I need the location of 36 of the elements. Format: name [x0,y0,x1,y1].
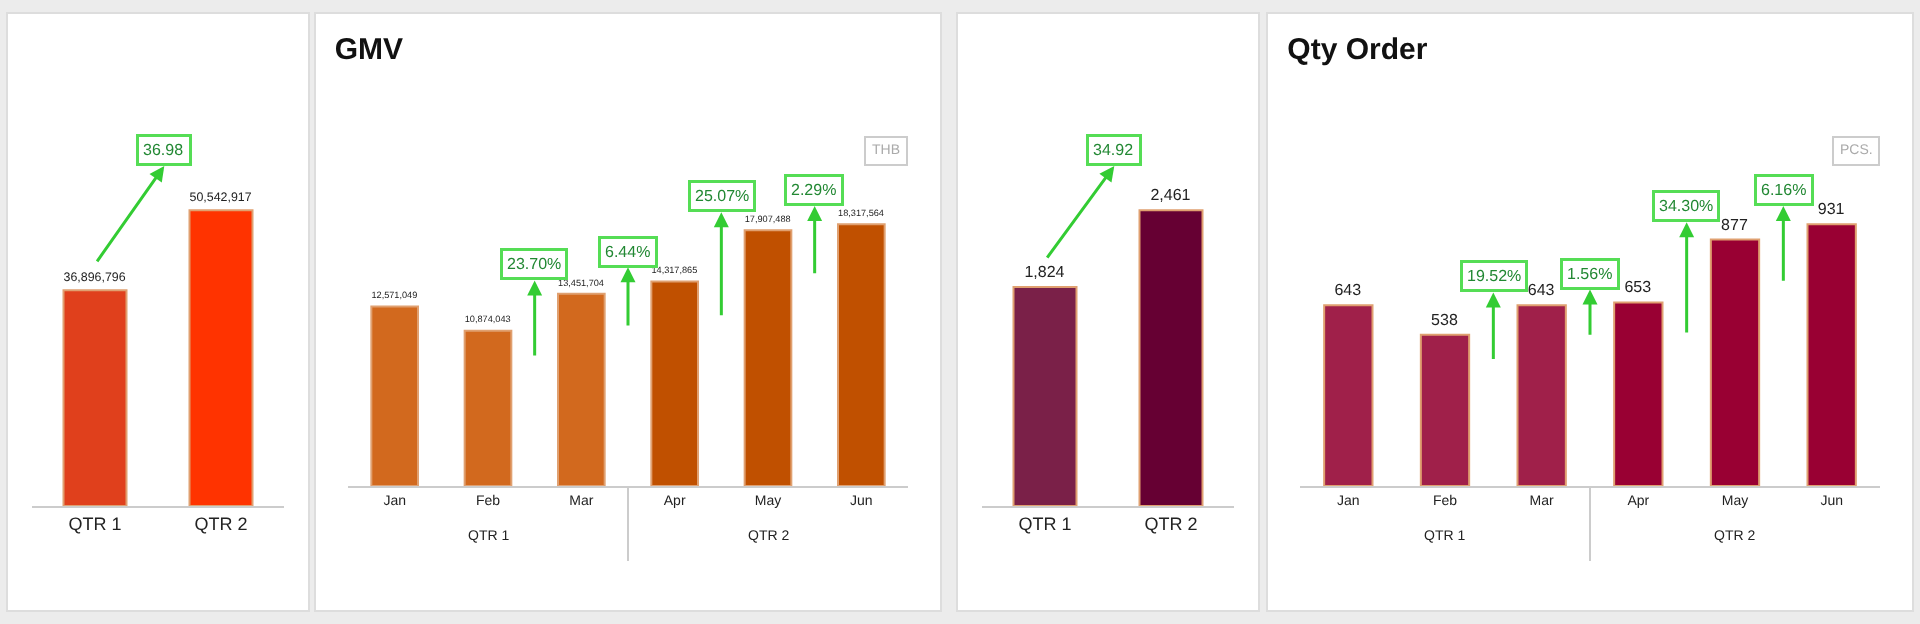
annotation: 1.56% [1567,265,1613,283]
data-label: 538 [1431,310,1459,329]
x-tick-label: QTR 1 [68,513,122,534]
text: 6.16% [1761,181,1807,199]
bar [1613,301,1664,486]
text: 2.29% [791,181,837,199]
text: 36.98 [143,141,185,159]
bar [1806,223,1857,486]
data-label: 643 [1527,281,1556,300]
annotation: 23.70% [507,255,562,273]
bar [1516,304,1567,486]
annotation: 6.44% [605,243,651,261]
bar [1419,333,1471,486]
data-label: 877 [1721,215,1749,234]
annotation: 19.52% [1467,267,1522,285]
x-tick-label: QTR 2 [1144,513,1198,534]
data-label: 1,824 [1024,262,1066,281]
data-label: 653 [1624,278,1653,297]
data-label: 2,461 [1150,186,1192,205]
bar [1709,238,1761,486]
bar [837,223,886,486]
bar [463,329,513,486]
bar [557,292,606,486]
bar [743,229,793,486]
bar [1323,304,1374,486]
bar [650,280,699,486]
chart-title: GMV [334,32,404,67]
data-label: 643 [1334,281,1363,300]
bar [370,305,419,486]
text: 34.30% [1659,197,1714,215]
x-tick-label: QTR 2 [194,513,248,534]
text: 25.07% [695,187,750,205]
chart-title: Qty Order [1287,32,1428,67]
x-tick-label: QTR 1 [1018,513,1072,534]
data-label: 931 [1817,200,1846,219]
text: 34.92 [1093,141,1135,159]
